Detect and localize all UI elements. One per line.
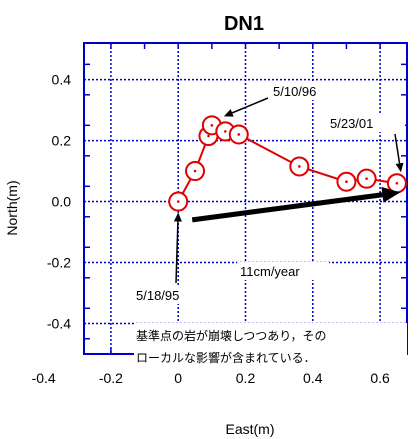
- x-axis-label: East(m): [226, 421, 275, 437]
- data-point-center-5: [237, 133, 241, 136]
- data-point-center-0: [176, 200, 180, 203]
- annotation-arrows: [173, 97, 404, 284]
- annotation-rate: 11cm/year: [240, 264, 300, 279]
- pointer-5-10-96: [223, 97, 269, 117]
- y-axis-label: North(m): [4, 180, 20, 235]
- note-bg: [134, 323, 407, 367]
- chart-title: DN1: [224, 13, 264, 35]
- annotation-5-10-96: 5/10/96: [273, 84, 316, 99]
- label-bg-5-23-01: [328, 114, 405, 132]
- series: [168, 115, 407, 212]
- note-line-1: 基準点の岩が崩壊しつつあり，その: [136, 328, 326, 343]
- x-tick-label-5: 0.6: [370, 370, 390, 386]
- x-tick-label-0: -0.4: [32, 370, 56, 386]
- data-point-center-2: [207, 134, 210, 138]
- data-point-center-1: [193, 169, 197, 173]
- data-point-center-6: [298, 165, 301, 168]
- annotation-5-23-01: 5/23/01: [330, 116, 373, 131]
- x-tick-label-2: 0: [174, 370, 182, 386]
- data-point-center-9: [395, 181, 399, 185]
- data-point-center-3: [210, 124, 214, 127]
- annotation-labels: 5/10/96 5/23/01 5/18/95 11cm/year 基準点の岩が…: [133, 82, 407, 367]
- x-tick-label-4: 0.4: [303, 370, 323, 386]
- x-tick-label-1: -0.2: [99, 370, 123, 386]
- y-tick-label-3: -0.2: [47, 255, 71, 271]
- pointer-5-18-95: [173, 212, 182, 284]
- y-tick-label-4: -0.4: [47, 316, 71, 332]
- data-point-center-4: [224, 130, 227, 133]
- label-bg-5-18-95: [133, 286, 213, 304]
- y-tick-label-1: 0.2: [52, 133, 72, 149]
- x-tick-label-3: 0.2: [236, 370, 256, 386]
- annotation-5-18-95: 5/18/95: [136, 288, 179, 303]
- label-bg-rate: [237, 262, 329, 280]
- tick-labels: -0.4 -0.2 0 0.2 0.4 0.6 0.4 0.2 0.0 -0.2 -0.4: [32, 72, 390, 386]
- data-point-center-7: [345, 180, 348, 184]
- label-bg-5-10-96: [270, 82, 352, 100]
- y-tick-label-2: 0.0: [52, 194, 72, 210]
- pointer-5-23-01: [394, 133, 404, 173]
- note-line-2: ローカルな影響が含まれている．: [136, 350, 316, 365]
- y-tick-label-0: 0.4: [52, 72, 72, 88]
- trend-arrow: [191, 186, 401, 223]
- data-point-center-8: [365, 177, 368, 180]
